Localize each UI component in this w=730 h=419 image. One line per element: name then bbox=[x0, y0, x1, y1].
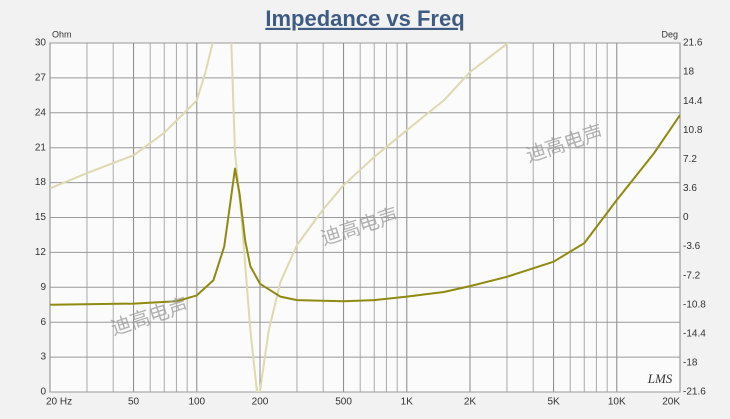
y2-tick-label: -18 bbox=[683, 358, 698, 369]
y2-tick-label: -14.4 bbox=[683, 328, 706, 339]
y-tick-label: 0 bbox=[40, 387, 46, 398]
y2-tick-label: 14.4 bbox=[683, 96, 703, 107]
y2-tick-label: 10.8 bbox=[683, 125, 703, 136]
x-tick-label: 100 bbox=[188, 397, 205, 408]
y-tick-label: 6 bbox=[40, 317, 46, 328]
y-tick-label: 30 bbox=[35, 38, 47, 49]
y-tick-label: 9 bbox=[40, 282, 46, 293]
y2-unit: Deg bbox=[661, 29, 678, 39]
x-tick-label: 20K bbox=[662, 397, 680, 408]
y2-tick-label: -21.6 bbox=[683, 387, 706, 398]
y-tick-label: 21 bbox=[35, 142, 47, 153]
x-tick-label: 500 bbox=[335, 397, 352, 408]
y-tick-label: 18 bbox=[35, 177, 47, 188]
x-tick-label: 20 Hz bbox=[46, 397, 72, 408]
x-tick-label: 1K bbox=[401, 397, 414, 408]
x-tick-label: 10K bbox=[608, 397, 626, 408]
logo: LMS bbox=[647, 371, 673, 386]
y2-tick-label: -7.2 bbox=[683, 270, 701, 281]
y2-tick-label: -3.6 bbox=[683, 241, 701, 252]
y2-tick-label: 0 bbox=[683, 212, 689, 223]
x-tick-label: 5K bbox=[547, 397, 560, 408]
y-unit: Ohm bbox=[52, 29, 72, 39]
x-tick-label: 200 bbox=[252, 397, 269, 408]
y-tick-label: 3 bbox=[40, 352, 46, 363]
y-tick-label: 24 bbox=[35, 107, 47, 118]
chart-title: Impedance vs Freq bbox=[265, 6, 464, 31]
y2-tick-label: 3.6 bbox=[683, 183, 697, 194]
y-tick-label: 12 bbox=[35, 247, 47, 258]
y2-tick-label: 7.2 bbox=[683, 154, 697, 165]
series-line bbox=[50, 43, 510, 392]
series-group bbox=[50, 43, 680, 392]
y2-tick-label: 21.6 bbox=[683, 38, 703, 49]
series-line bbox=[50, 114, 680, 306]
y-tick-label: 15 bbox=[35, 212, 47, 223]
y-tick-label: 27 bbox=[35, 73, 47, 84]
x-tick-label: 2K bbox=[464, 397, 477, 408]
y2-tick-label: 18 bbox=[683, 67, 695, 78]
y2-tick-label: -10.8 bbox=[683, 299, 706, 310]
x-tick-label: 50 bbox=[128, 397, 140, 408]
